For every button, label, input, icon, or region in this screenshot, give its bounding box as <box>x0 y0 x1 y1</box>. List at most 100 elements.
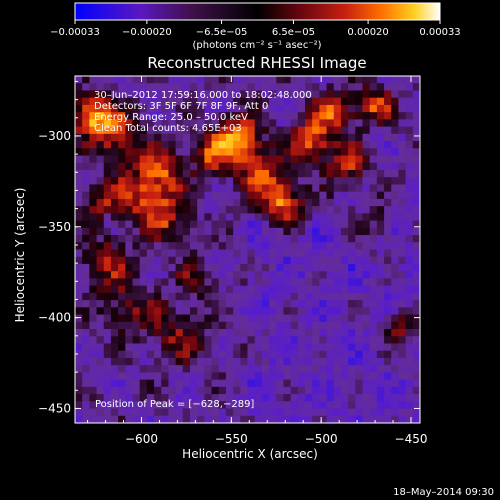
heatmap-cell <box>240 104 248 113</box>
heatmap-cell <box>197 300 205 308</box>
heatmap-cell <box>376 119 385 128</box>
heatmap-cell <box>168 379 177 388</box>
heatmap-cell <box>118 292 126 301</box>
heatmap-cell <box>139 263 148 272</box>
heatmap-cell <box>261 119 270 128</box>
heatmap-cell <box>103 220 112 229</box>
heatmap-cell <box>96 83 105 91</box>
heatmap-cell <box>283 242 292 250</box>
heatmap-cell <box>384 133 392 142</box>
heatmap-cell <box>362 141 371 149</box>
heatmap-cell <box>125 191 133 200</box>
heatmap-cell <box>190 213 198 221</box>
heatmap-cell <box>376 133 385 142</box>
heatmap-cell <box>312 329 320 337</box>
heatmap-cell <box>204 133 212 142</box>
heatmap-cell <box>110 336 119 344</box>
heatmap-cell <box>391 394 399 402</box>
heatmap-cell <box>276 372 284 381</box>
heatmap-cell <box>211 343 220 352</box>
heatmap-cell <box>348 307 356 315</box>
heatmap-cell <box>297 357 306 366</box>
heatmap-cell <box>247 263 256 272</box>
heatmap-cell <box>405 271 414 279</box>
heatmap-cell <box>305 249 313 258</box>
heatmap-cell <box>96 177 105 185</box>
heatmap-cell <box>240 271 248 279</box>
heatmap-cell <box>103 408 112 417</box>
heatmap-cell <box>319 408 327 417</box>
heatmap-cell <box>369 379 378 388</box>
heatmap-cell <box>218 321 227 330</box>
heatmap-cell <box>384 300 392 308</box>
heatmap-cell <box>225 408 234 417</box>
heatmap-cell <box>175 350 184 359</box>
heatmap-cell <box>139 350 148 359</box>
heatmap-cell <box>168 97 177 106</box>
heatmap-cell <box>362 372 371 381</box>
heatmap-cell <box>154 271 162 279</box>
heatmap-cell <box>154 314 162 323</box>
heatmap-cell <box>398 97 407 106</box>
heatmap-cell <box>398 285 407 294</box>
heatmap-cell <box>132 386 141 395</box>
heatmap-cell <box>225 242 234 250</box>
heatmap-cell <box>384 97 392 106</box>
heatmap-cell <box>89 119 97 128</box>
heatmap-cell <box>168 162 177 171</box>
heatmap-cell <box>355 415 363 424</box>
heatmap-cell <box>154 177 162 185</box>
heatmap-cell <box>225 126 234 135</box>
heatmap-cell <box>233 104 241 113</box>
heatmap-cell <box>276 235 284 243</box>
heatmap-cell <box>269 415 277 424</box>
heatmap-cell <box>269 329 277 337</box>
heatmap-cell <box>146 329 155 337</box>
heatmap-cell <box>96 148 105 156</box>
heatmap-cell <box>110 314 119 323</box>
heatmap-cell <box>340 220 349 229</box>
heatmap-cell <box>211 372 220 381</box>
heatmap-cell <box>233 292 241 301</box>
heatmap-cell <box>146 401 155 409</box>
heatmap-cell <box>197 242 205 250</box>
heatmap-cell <box>348 408 356 417</box>
heatmap-cell <box>240 300 248 308</box>
heatmap-cell <box>312 133 320 142</box>
heatmap-cell <box>333 249 342 258</box>
heatmap-cell <box>161 300 169 308</box>
heatmap-cell <box>369 148 378 156</box>
heatmap-cell <box>89 83 97 91</box>
heatmap-cell <box>305 415 313 424</box>
heatmap-cell <box>405 169 414 178</box>
heatmap-cell <box>175 90 184 99</box>
heatmap-cell <box>355 235 363 243</box>
heatmap-cell <box>247 206 256 214</box>
heatmap-cell <box>103 314 112 323</box>
heatmap-cell <box>146 394 155 402</box>
heatmap-cell <box>240 357 248 366</box>
heatmap-cell <box>225 379 234 388</box>
heatmap-cell <box>412 329 421 337</box>
heatmap-cell <box>412 213 421 221</box>
heatmap-cell <box>175 162 184 171</box>
heatmap-cell <box>290 271 299 279</box>
heatmap-cell <box>269 249 277 258</box>
heatmap-cell <box>398 357 407 366</box>
heatmap-cell <box>348 76 356 84</box>
heatmap-cell <box>233 90 241 99</box>
heatmap-cell <box>146 97 155 106</box>
heatmap-cell <box>240 401 248 409</box>
heatmap-cell <box>110 235 119 243</box>
heatmap-cell <box>398 329 407 337</box>
heatmap-cell <box>355 263 363 272</box>
annotation-detectors: Detectors: 3F 5F 6F 7F 8F 9F, Att 0 <box>94 101 268 112</box>
heatmap-cell <box>391 365 399 373</box>
heatmap-cell <box>89 292 97 301</box>
heatmap-cell <box>132 169 141 178</box>
heatmap-cell <box>247 76 256 84</box>
heatmap-cell <box>82 357 90 366</box>
heatmap-cell <box>89 76 97 84</box>
heatmap-cell <box>362 191 371 200</box>
heatmap-cell <box>362 336 371 344</box>
